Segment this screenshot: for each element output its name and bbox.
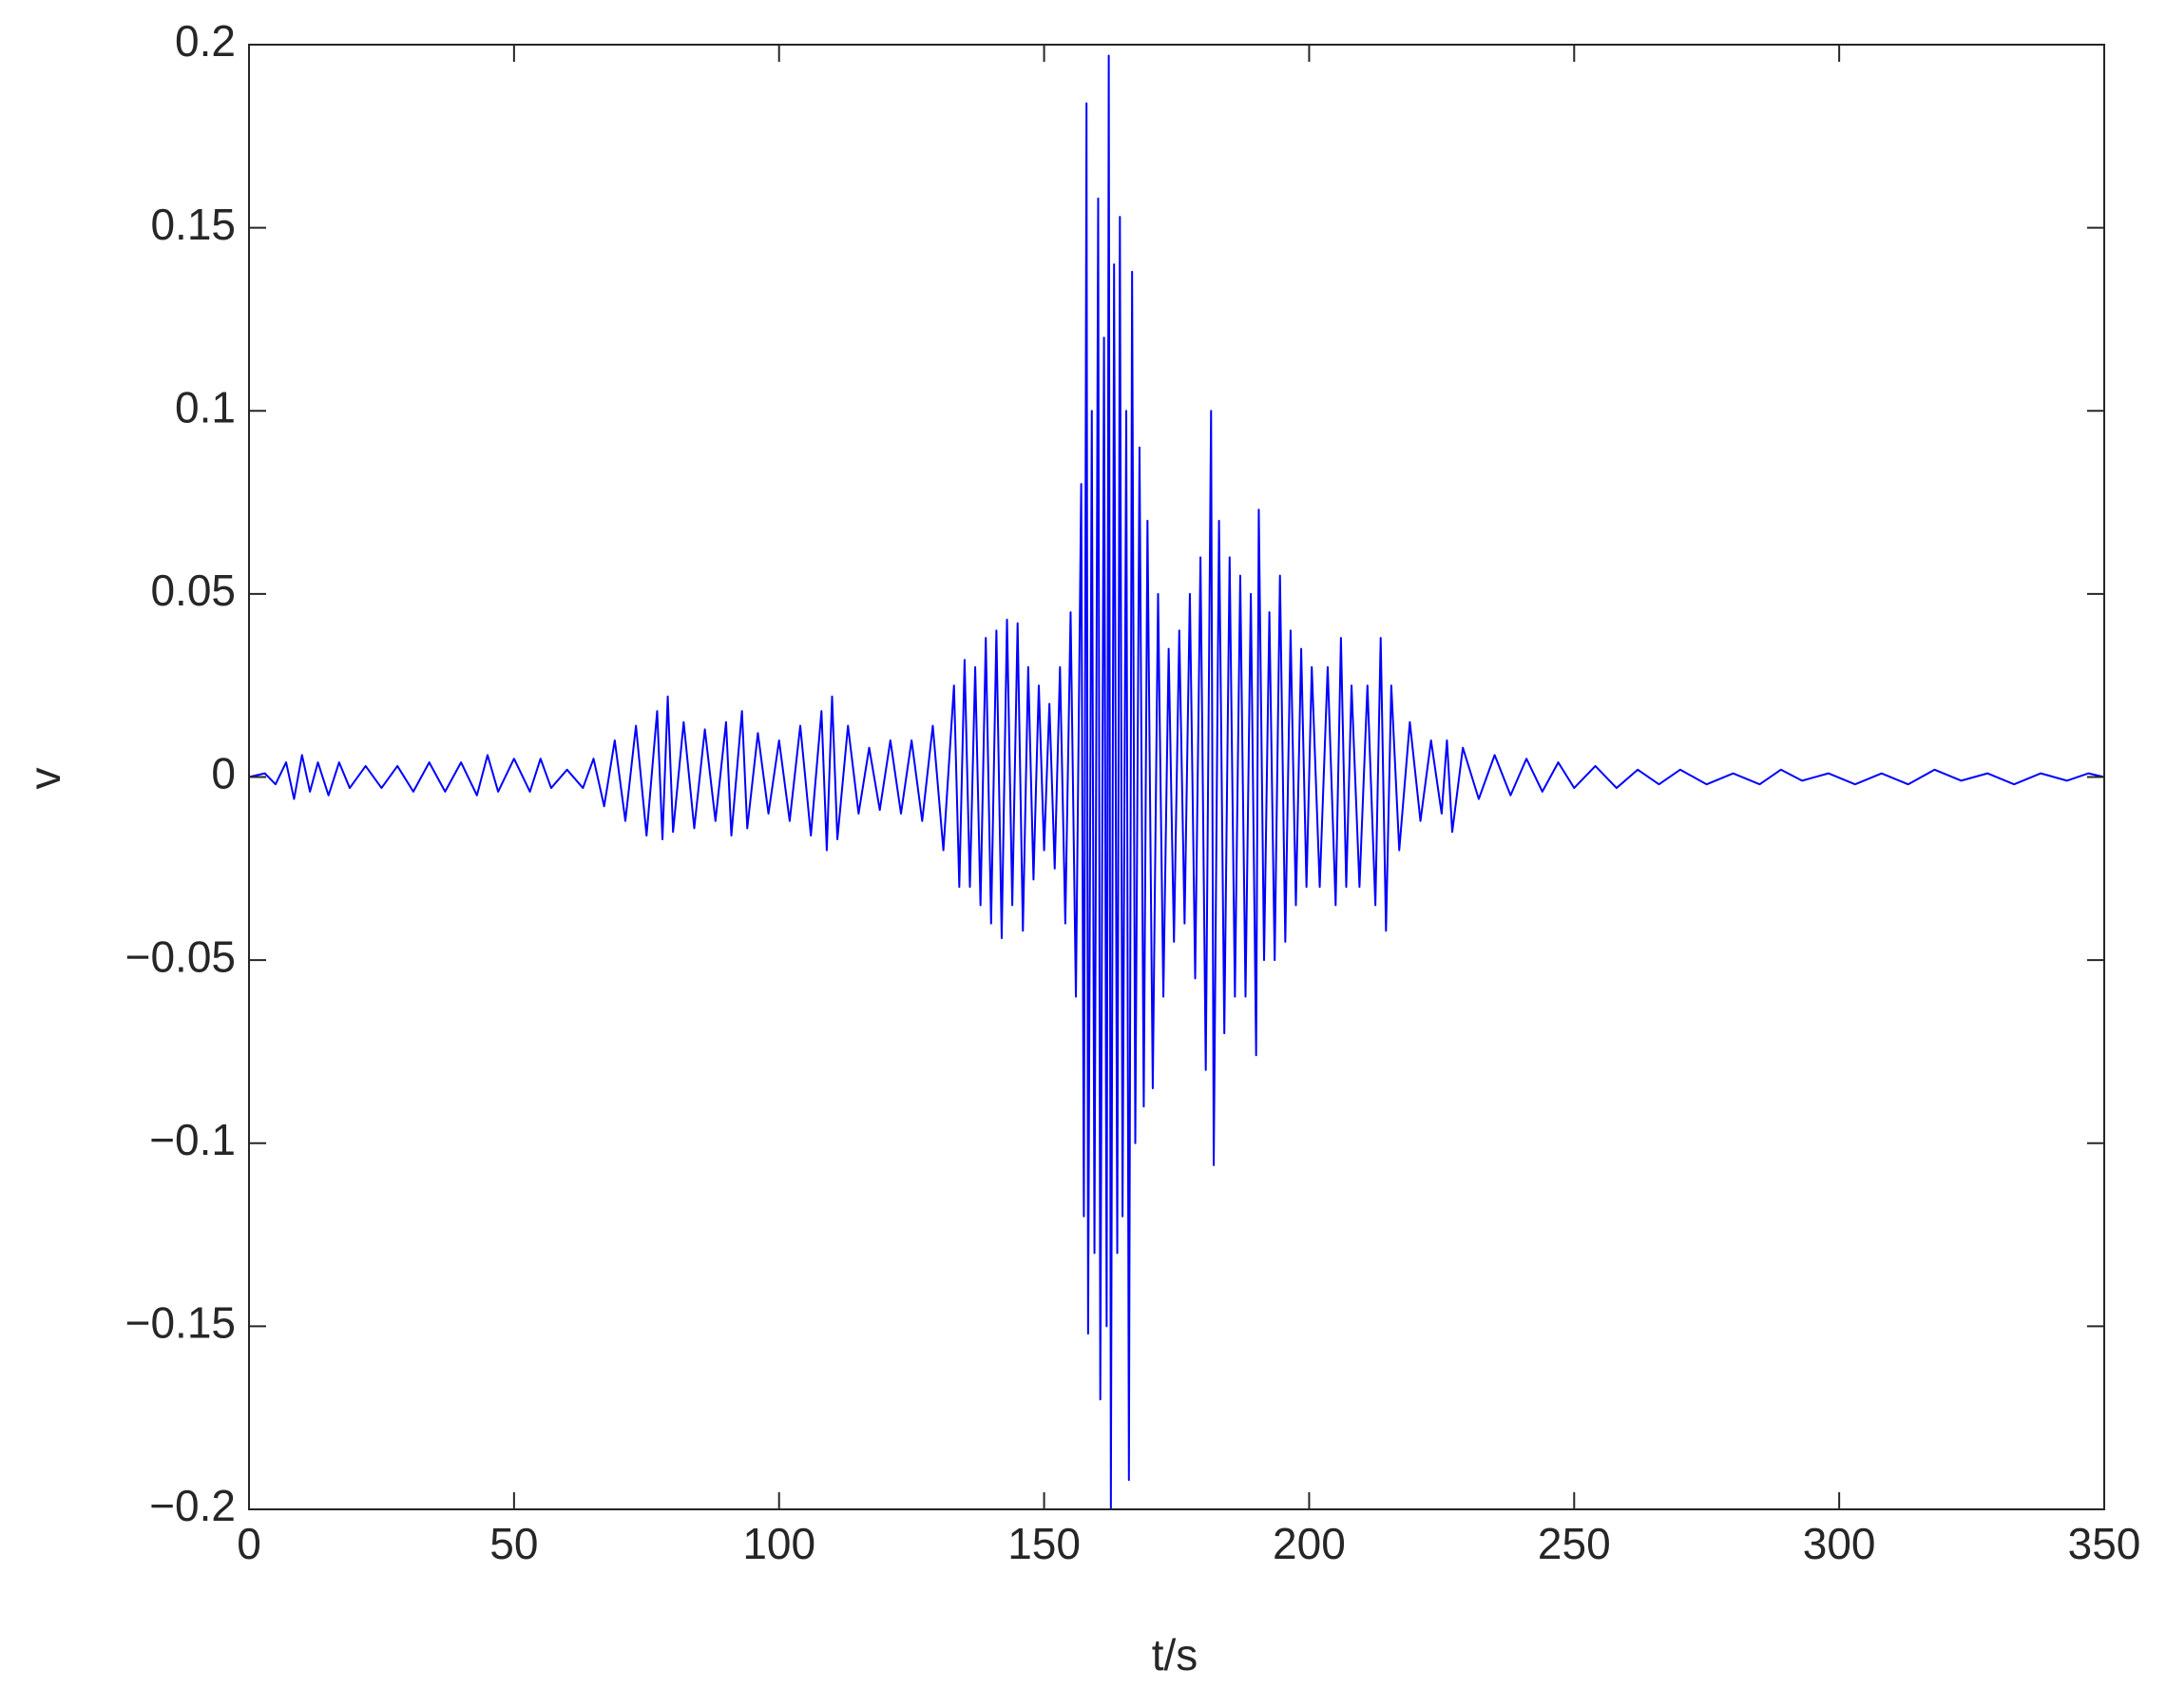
x-tick-label: 150 bbox=[1007, 1519, 1081, 1568]
x-tick-label: 250 bbox=[1538, 1519, 1611, 1568]
signal-line bbox=[248, 54, 2105, 1510]
x-tick-label: 100 bbox=[742, 1519, 815, 1568]
x-tick-label: 300 bbox=[1803, 1519, 1876, 1568]
y-tick-label: 0.2 bbox=[175, 16, 236, 66]
x-axis-label: t/s bbox=[1152, 1630, 1198, 1679]
y-tick-label: 0.1 bbox=[175, 382, 236, 432]
y-tick-label: 0.15 bbox=[150, 200, 236, 249]
x-tick-label: 50 bbox=[489, 1519, 538, 1568]
x-tick-label: 350 bbox=[2068, 1519, 2141, 1568]
x-tick-label: 0 bbox=[237, 1519, 261, 1568]
y-tick-label: −0.1 bbox=[149, 1115, 236, 1164]
y-tick-label: 0.05 bbox=[150, 566, 236, 615]
y-tick-label: −0.2 bbox=[149, 1481, 236, 1530]
x-tick-label: 200 bbox=[1273, 1519, 1346, 1568]
y-tick-label: −0.05 bbox=[125, 931, 236, 981]
y-axis-label: v bbox=[20, 768, 69, 790]
y-tick-label: 0 bbox=[211, 749, 236, 798]
y-tick-label: −0.15 bbox=[125, 1298, 236, 1348]
